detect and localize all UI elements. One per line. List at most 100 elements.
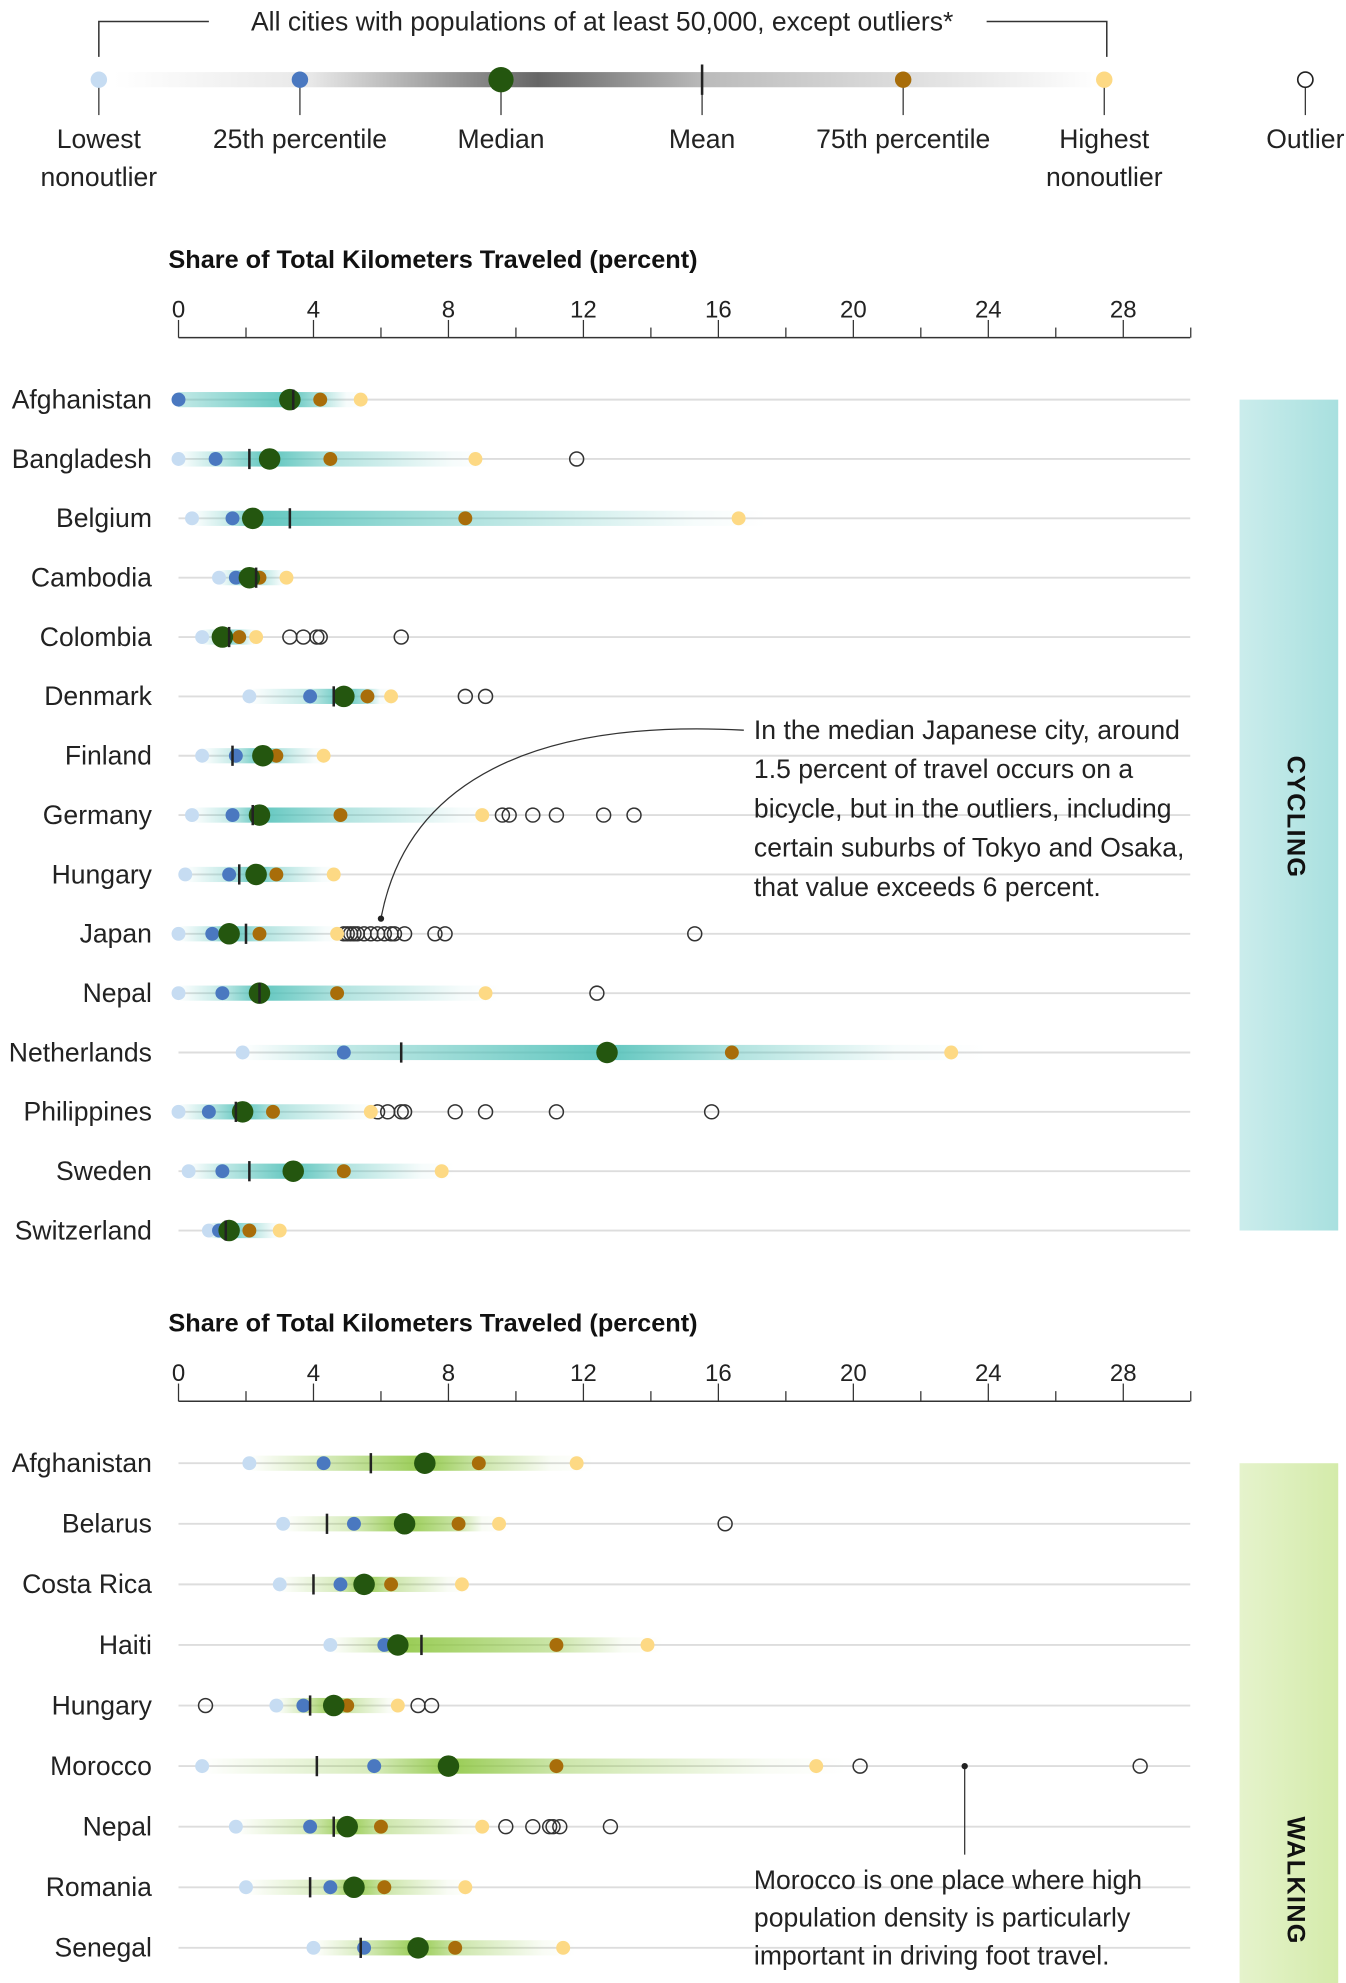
distribution-band bbox=[279, 1576, 472, 1592]
q3-point bbox=[232, 630, 247, 644]
x-tick-label: 0 bbox=[172, 296, 185, 323]
country-label: Costa Rica bbox=[22, 1569, 152, 1599]
median-point bbox=[238, 566, 261, 589]
outlier-point bbox=[552, 1818, 568, 1835]
outlier-point bbox=[687, 926, 703, 942]
lowest-nonoutlier-point bbox=[171, 452, 186, 466]
q3-point bbox=[377, 1880, 392, 1895]
highest-nonoutlier-point bbox=[569, 1456, 584, 1471]
row-germany: Germany bbox=[43, 800, 1191, 830]
row-nepal: Nepal bbox=[83, 1812, 1191, 1842]
panel-walking: WALKING Share of Total Kilometers Travele… bbox=[12, 1310, 1339, 1983]
row-senegal: Senegal bbox=[55, 1933, 1191, 1963]
lowest-nonoutlier-point bbox=[201, 1223, 216, 1238]
outlier-point bbox=[309, 629, 325, 645]
q3-point bbox=[724, 1045, 739, 1060]
median-point bbox=[241, 507, 264, 530]
highest-nonoutlier-point bbox=[434, 1164, 449, 1179]
outlier-point bbox=[393, 629, 409, 645]
annotation-text: 1.5 percent of travel occurs on a bbox=[754, 754, 1133, 784]
row-morocco: Morocco bbox=[50, 1751, 1191, 1781]
annotation-text: certain suburbs of Tokyo and Osaka, bbox=[754, 833, 1184, 863]
outlier-point bbox=[447, 1104, 463, 1120]
row-costa-rica: Costa Rica bbox=[22, 1569, 1191, 1599]
q3-point bbox=[458, 511, 473, 526]
median-point bbox=[407, 1937, 429, 1959]
annotation-text: bicycle, but in the outliers, including bbox=[754, 793, 1172, 823]
highest-nonoutlier-point bbox=[384, 689, 399, 704]
row-philippines: Philippines bbox=[24, 1097, 1191, 1127]
median-point bbox=[218, 1219, 240, 1242]
row-sweden: Sweden bbox=[56, 1156, 1191, 1186]
median-point bbox=[279, 388, 301, 411]
country-label: Denmark bbox=[44, 681, 152, 711]
outlier-point bbox=[703, 1104, 720, 1120]
legend-label-q1: 25th percentile bbox=[213, 124, 387, 154]
q3-point bbox=[448, 1940, 463, 1955]
outlier-point bbox=[602, 1818, 619, 1835]
distribution-band bbox=[178, 392, 370, 408]
median-point bbox=[387, 1634, 409, 1656]
row-hungary: Hungary bbox=[52, 859, 1191, 889]
q1-point bbox=[323, 1880, 338, 1895]
outlier-point bbox=[589, 985, 605, 1001]
legend-label-median: Median bbox=[457, 124, 544, 154]
x-tick-label: 12 bbox=[570, 1360, 597, 1387]
q3-point bbox=[336, 1164, 351, 1179]
legend-label-high: nonoutlier bbox=[1046, 162, 1163, 192]
lowest-nonoutlier-point bbox=[242, 689, 257, 704]
outlier-point bbox=[717, 1516, 733, 1532]
row-nepal: Nepal bbox=[83, 978, 1191, 1008]
outlier-point bbox=[545, 1818, 561, 1835]
lowest-nonoutlier-point bbox=[323, 1637, 338, 1652]
legend-label-mean: Mean bbox=[669, 124, 735, 154]
country-label: Nepal bbox=[83, 978, 152, 1008]
lowest-nonoutlier-point bbox=[272, 1577, 287, 1592]
row-haiti: Haiti bbox=[99, 1630, 1191, 1660]
country-label: Switzerland bbox=[15, 1215, 152, 1245]
country-label: Belgium bbox=[56, 503, 152, 533]
q1-point bbox=[303, 1819, 318, 1834]
outlier-point bbox=[541, 1818, 558, 1835]
legend-label-low: Lowest bbox=[57, 124, 142, 154]
x-tick-label: 16 bbox=[705, 1360, 732, 1387]
outlier-point bbox=[312, 629, 328, 645]
x-tick-label: 20 bbox=[840, 1360, 867, 1387]
outlier-point bbox=[525, 807, 541, 823]
legend-low-mark bbox=[90, 71, 108, 88]
q3-point bbox=[323, 452, 338, 466]
country-label: Finland bbox=[65, 741, 152, 771]
highest-nonoutlier-point bbox=[492, 1516, 507, 1531]
annotation-text: In the median Japanese city, around bbox=[754, 715, 1180, 745]
legend-median-mark bbox=[488, 67, 514, 93]
country-label: Philippines bbox=[24, 1097, 152, 1127]
axis-title: Share of Total Kilometers Traveled (perc… bbox=[168, 1310, 697, 1338]
outlier-point bbox=[494, 807, 511, 823]
q1-point bbox=[222, 867, 237, 882]
outlier-point bbox=[852, 1758, 868, 1774]
q3-point bbox=[269, 867, 284, 882]
median-point bbox=[333, 685, 355, 708]
median-point bbox=[336, 1815, 358, 1838]
q3-point bbox=[471, 1456, 486, 1471]
median-point bbox=[218, 923, 240, 945]
highest-nonoutlier-point bbox=[353, 392, 368, 407]
row-afghanistan: Afghanistan bbox=[12, 384, 1191, 414]
row-japan: Japan bbox=[80, 919, 1191, 949]
country-label: Morocco bbox=[50, 1751, 152, 1781]
x-tick-label: 16 bbox=[705, 296, 732, 323]
row-cambodia: Cambodia bbox=[31, 563, 1191, 593]
q1-point bbox=[336, 1045, 351, 1060]
lowest-nonoutlier-point bbox=[306, 1940, 321, 1955]
outlier-point bbox=[548, 1104, 565, 1120]
row-belgium: Belgium bbox=[56, 503, 1191, 533]
x-tick-label: 4 bbox=[307, 1360, 320, 1387]
outlier-point bbox=[477, 1104, 494, 1120]
outlier-point bbox=[396, 1104, 413, 1120]
distribution-band bbox=[249, 688, 399, 704]
q3-point bbox=[313, 392, 328, 407]
country-label: Hungary bbox=[52, 1690, 153, 1720]
row-colombia: Colombia bbox=[40, 622, 1191, 652]
side-label: CYCLING bbox=[1282, 756, 1310, 879]
